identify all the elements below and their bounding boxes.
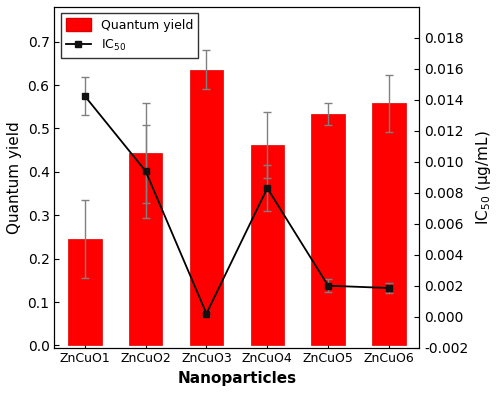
Bar [129, 153, 162, 345]
Y-axis label: IC$_{50}$ (μg/mL): IC$_{50}$ (μg/mL) [474, 130, 493, 224]
X-axis label: Nanoparticles: Nanoparticles [178, 371, 296, 386]
Y-axis label: Quantum yield: Quantum yield [7, 121, 22, 234]
Bar [190, 70, 223, 345]
Bar [250, 145, 284, 345]
Bar [372, 103, 406, 345]
Bar [68, 239, 102, 345]
Bar [312, 114, 345, 345]
Legend: Quantum yield, IC$_{50}$: Quantum yield, IC$_{50}$ [60, 13, 198, 58]
